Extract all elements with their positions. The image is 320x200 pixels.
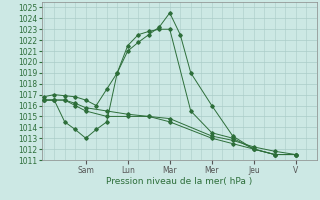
X-axis label: Pression niveau de la mer( hPa ): Pression niveau de la mer( hPa ) <box>106 177 252 186</box>
